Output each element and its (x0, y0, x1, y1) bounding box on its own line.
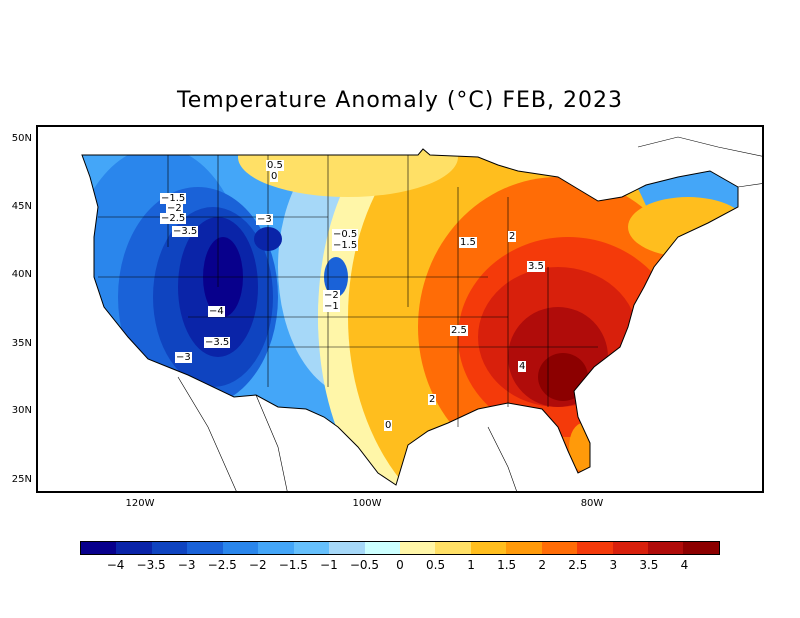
colorbar-swatch (399, 542, 436, 554)
contour-label: 3.5 (527, 261, 545, 272)
lat-label-40n: 40N (11, 269, 32, 280)
colorbar-tick-label: 0 (396, 558, 404, 572)
lat-label-45n: 45N (11, 201, 32, 212)
colorbar-tick-label: −2.5 (207, 558, 237, 572)
contour-label: −2 (323, 290, 340, 301)
colorbar-tick-label: 2 (538, 558, 547, 572)
colorbar-tick-label: −2 (248, 558, 267, 572)
colorbar-swatch (683, 542, 719, 554)
colorbar-swatch (187, 542, 223, 554)
lat-label-25n: 25N (11, 474, 32, 485)
contour-label: −0.5 (332, 229, 359, 240)
contour-label: −3.5 (204, 337, 231, 348)
contour-label: −3 (175, 352, 192, 363)
colorbar-tick-label: −1.5 (278, 558, 308, 572)
lon-label-100w: 100W (352, 498, 382, 509)
contour-label: 4 (518, 361, 527, 372)
contour-label: 0.5 (266, 160, 284, 171)
colorbar-tick-label: 2.5 (568, 558, 588, 572)
lat-label-35n: 35N (11, 338, 32, 349)
contour-label: −1.5 (160, 193, 187, 204)
colorbar (80, 541, 720, 555)
contour-label: 2 (508, 231, 517, 242)
lat-label-50n: 50N (11, 133, 32, 144)
colorbar-tick-label: 0.5 (426, 558, 446, 572)
contour-label: 1.5 (459, 237, 477, 248)
colorbar-swatch (577, 542, 613, 554)
colorbar-swatch (435, 542, 471, 554)
colorbar-tick-label: −3.5 (136, 558, 166, 572)
contour-label: 0 (270, 171, 279, 182)
lat-label-30n: 30N (11, 405, 32, 416)
contour-label: −3 (256, 214, 273, 225)
anomaly-map (38, 127, 762, 491)
lon-label-80w: 80W (580, 498, 604, 509)
contour-label: −1 (323, 301, 340, 312)
colorbar-swatch (612, 542, 648, 554)
contour-label: −2 (166, 203, 183, 214)
colorbar-tick-label: 4 (680, 558, 689, 572)
contour-label: 2.5 (450, 325, 468, 336)
colorbar-swatch (506, 542, 542, 554)
colorbar-swatch (293, 542, 330, 554)
map-frame (36, 125, 764, 493)
contour-label: 2 (428, 394, 437, 405)
colorbar-tick-label: −0.5 (349, 558, 379, 572)
contour-label: −3.5 (172, 226, 199, 237)
colorbar-swatch (329, 542, 365, 554)
colorbar-swatch (648, 542, 684, 554)
contour-label: −4 (208, 306, 225, 317)
colorbar-swatch (81, 542, 117, 554)
colorbar-tick-label: −3 (177, 558, 196, 572)
contour-label: −2.5 (160, 213, 187, 224)
other-coastlines (177, 136, 762, 491)
colorbar-tick-label: 3.5 (639, 558, 659, 572)
colorbar-swatch (151, 542, 188, 554)
colorbar-swatch (222, 542, 259, 554)
colorbar-tick-label: 3 (609, 558, 618, 572)
contour-label: 0 (384, 420, 393, 431)
colorbar-swatch (541, 542, 578, 554)
state-borders (98, 155, 598, 427)
contour-label: −1.5 (332, 240, 359, 251)
colorbar-swatch (116, 542, 152, 554)
colorbar-tick-label: 1.5 (497, 558, 517, 572)
colorbar-tick-label: −1 (320, 558, 338, 572)
lon-label-120w: 120W (125, 498, 155, 509)
coastline (81, 148, 739, 486)
colorbar-swatch (258, 542, 294, 554)
colorbar-swatch (470, 542, 507, 554)
map-title: Temperature Anomaly (°C) FEB, 2023 (177, 88, 623, 113)
colorbar-swatch (364, 542, 400, 554)
colorbar-tick-label: 1 (467, 558, 475, 572)
colorbar-tick-label: −4 (106, 558, 125, 572)
